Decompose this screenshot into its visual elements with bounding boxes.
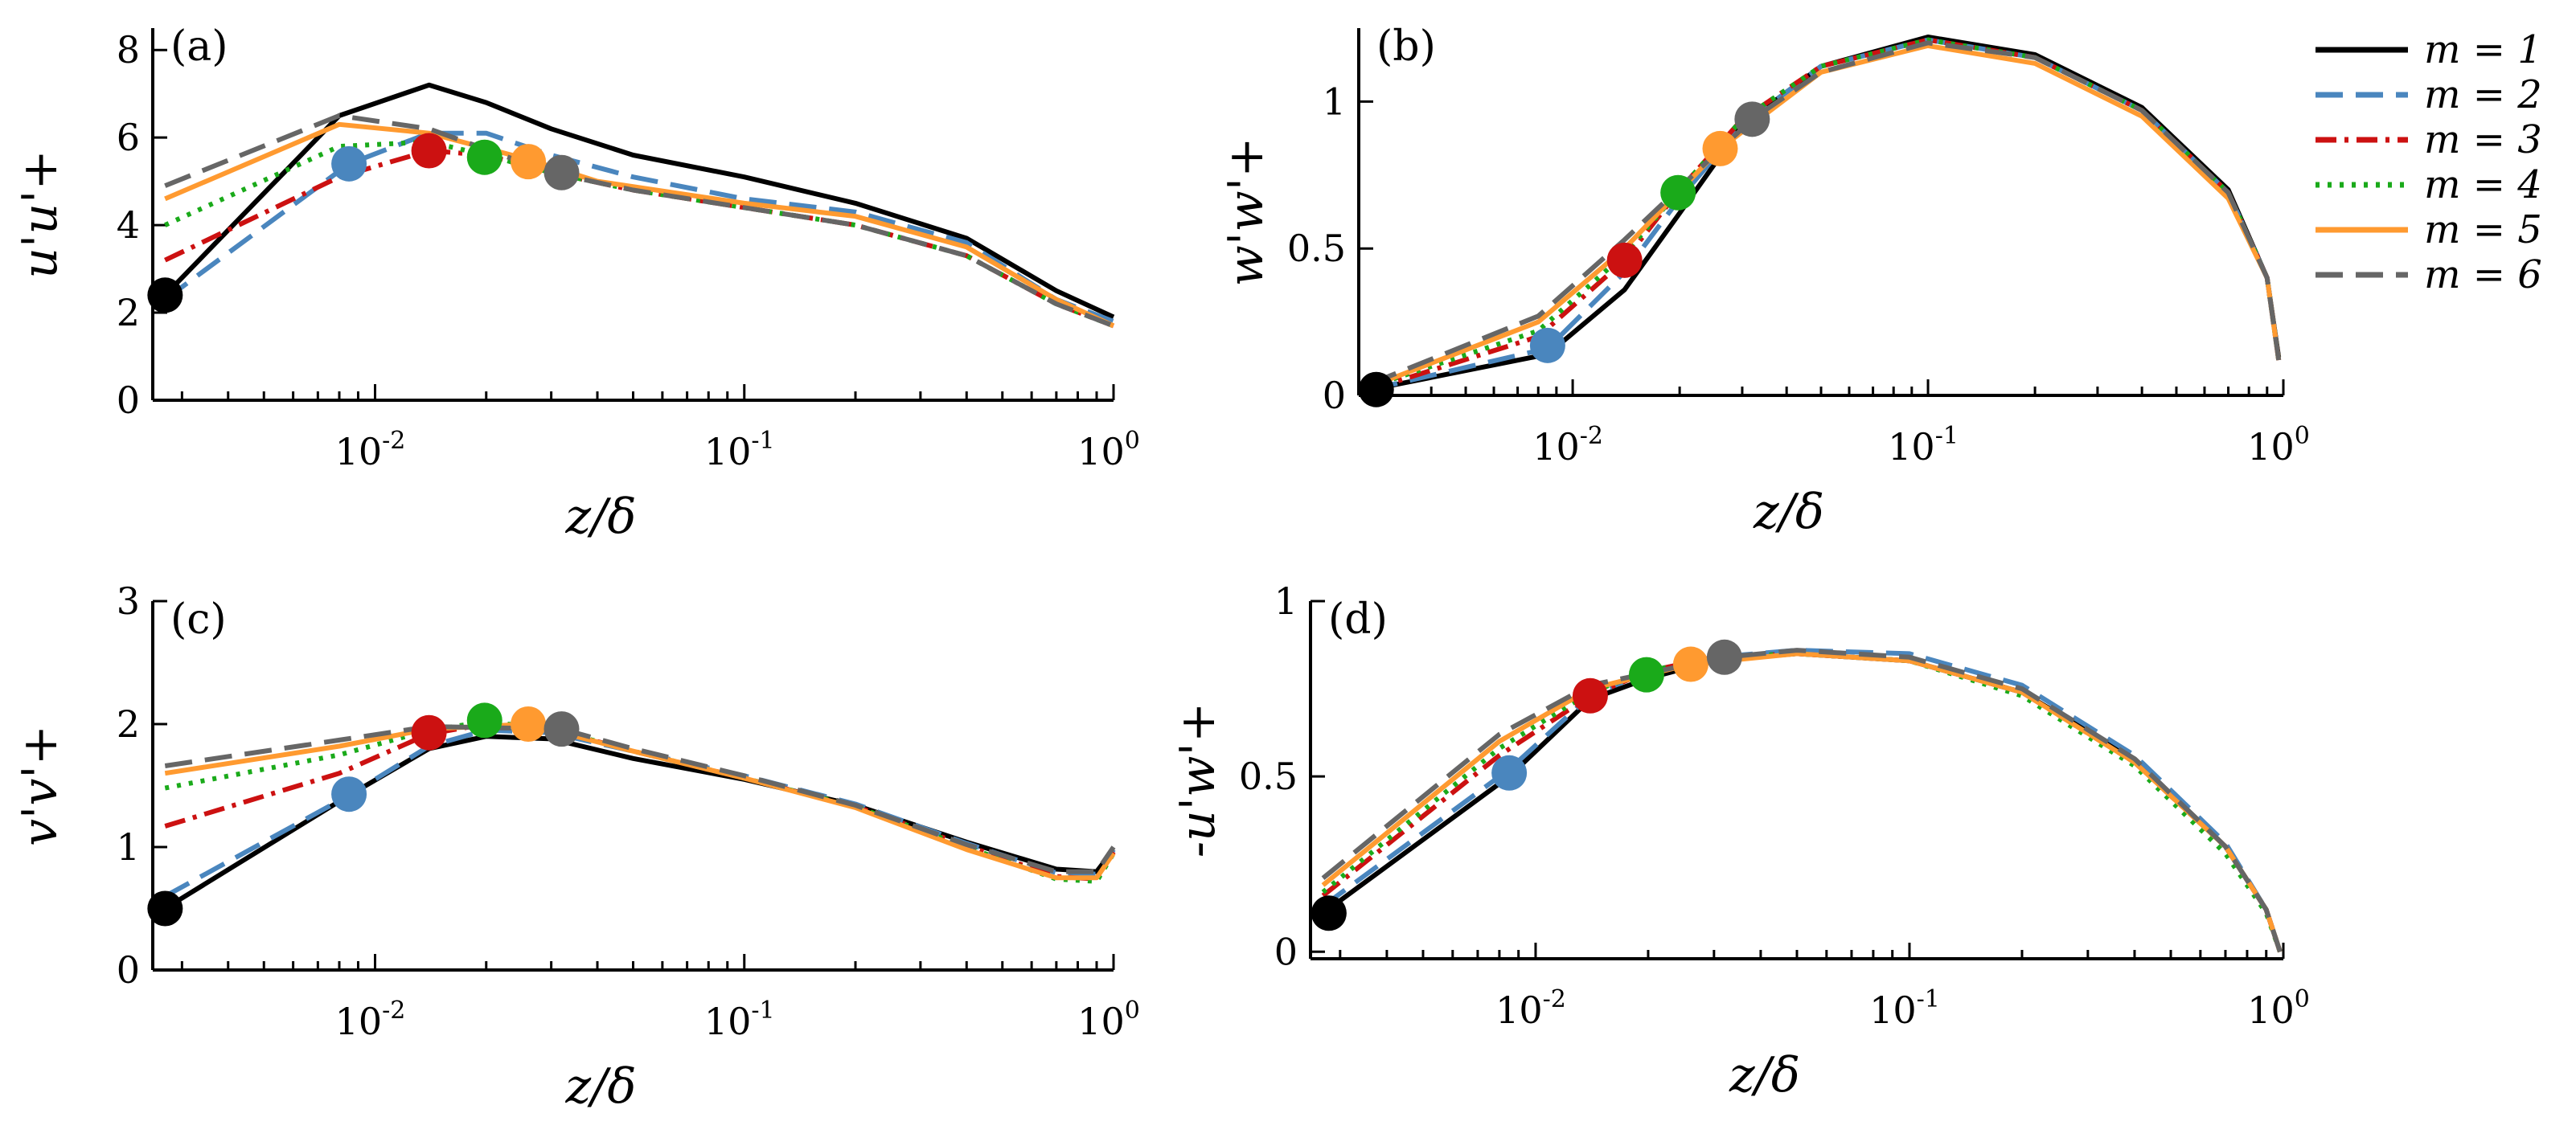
x-tick-label: 10-2 [1532,422,1603,469]
panel-label: (d) [1328,596,1388,644]
marker-m1 [147,890,183,927]
series-line-m5 [1369,43,2282,389]
y-axis-label: v'v'+ [12,725,68,846]
legend-label-m5: m = 5 [2424,207,2542,252]
series-line-m2 [1370,37,2282,392]
marker-m5 [1702,130,1738,166]
panel-3: 10-2 10-1 100 0 0.5 1 (d) z/δ -u'w'+ [1170,579,2310,1103]
y-tick-label: 0.5 [1239,755,1298,798]
legend-label-m3: m = 3 [2424,117,2542,162]
marker-m2 [331,145,367,182]
marker-m4 [466,139,502,175]
x-axis-label: z/δ [565,1058,637,1115]
legend: m = 1m = 2m = 3m = 4m = 5m = 6 [2316,27,2542,297]
y-tick-label: 0 [1274,930,1298,973]
y-tick-label: 6 [117,116,140,159]
x-tick-label: 10-1 [1888,422,1959,469]
marker-m1 [1358,371,1394,407]
y-tick-label: 8 [117,28,140,72]
y-tick-label: 3 [117,579,140,623]
legend-label-m4: m = 4 [2424,162,2542,207]
marker-m6 [1706,639,1742,675]
y-tick-label: 1 [1274,579,1298,623]
panel-label: (c) [170,596,227,644]
x-axis-label: z/δ [1729,1047,1800,1103]
y-tick-label: 1 [117,825,140,869]
series-line-m6 [164,724,1116,874]
y-tick-label: 2 [117,702,140,746]
marker-m4 [1628,657,1664,693]
series-line-m3 [164,722,1116,882]
series-line-m3 [1369,37,2282,392]
marker-m6 [544,711,580,747]
x-tick-label: 100 [1077,997,1140,1043]
legend-label-m1: m = 1 [2424,27,2542,72]
x-tick-label: 100 [2247,985,2310,1032]
marker-m3 [411,133,447,169]
x-tick-label: 100 [2247,422,2310,469]
panel-1: 10-2 10-1 100 0 0.5 1 (b) z/δ w'w'+ [1218,23,2310,540]
marker-m2 [1491,755,1528,791]
legend-label-m2: m = 2 [2424,72,2542,117]
y-tick-label: 1 [1323,80,1346,123]
series-line-m5 [164,121,1115,329]
y-tick-label: 0.5 [1287,227,1346,270]
x-tick-label: 10-1 [704,427,775,473]
series-line-m1 [163,82,1115,320]
x-axis-label: z/δ [1753,484,1824,540]
marker-m3 [411,714,447,751]
series-line-m4 [164,139,1115,329]
marker-m3 [1572,677,1608,714]
x-tick-label: 10-2 [335,427,406,473]
x-axis-label: z/δ [565,489,637,545]
marker-m5 [1672,646,1708,682]
y-axis-label: u'u'+ [12,149,68,279]
series-line-m6 [1369,40,2282,387]
series-line-m2 [163,130,1115,324]
x-tick-label: 10-2 [335,997,406,1043]
marker-m2 [331,776,367,812]
marker-m6 [544,154,580,190]
panel-label: (b) [1376,23,1436,71]
marker-m1 [1311,895,1347,931]
y-tick-label: 0 [117,948,140,992]
x-tick-label: 10-1 [1869,985,1940,1032]
series-line-m6 [1321,648,2283,953]
marker-m1 [147,277,183,313]
marker-m5 [511,144,547,180]
y-tick-label: 0 [1323,374,1346,417]
x-tick-label: 100 [1077,427,1140,473]
y-axis-label: -u'w'+ [1170,702,1226,858]
panel-0: 10-2 10-1 100 0 2 4 6 8 (a) z/δ u'u'+ [12,23,1140,545]
marker-m3 [1606,242,1643,278]
legend-label-m6: m = 6 [2424,252,2542,297]
panel-label: (a) [170,23,228,71]
marker-m5 [511,706,547,742]
panel-2: 10-2 10-1 100 0 1 2 3 (c) z/δ v'v'+ [12,579,1140,1115]
y-tick-label: 4 [117,203,140,247]
x-tick-label: 10-1 [704,997,775,1043]
series-line-m2 [1321,648,2283,953]
marker-m6 [1734,101,1770,137]
marker-m2 [1529,327,1565,363]
marker-m4 [466,702,502,739]
y-tick-label: 2 [117,291,140,334]
y-tick-label: 0 [117,379,140,422]
marker-m4 [1660,174,1696,211]
series-line-m6 [164,113,1115,329]
series-line-m1 [1370,35,2282,392]
x-tick-label: 10-2 [1495,985,1566,1032]
series-line-m1 [163,734,1116,911]
y-axis-label: w'w'+ [1218,137,1274,287]
